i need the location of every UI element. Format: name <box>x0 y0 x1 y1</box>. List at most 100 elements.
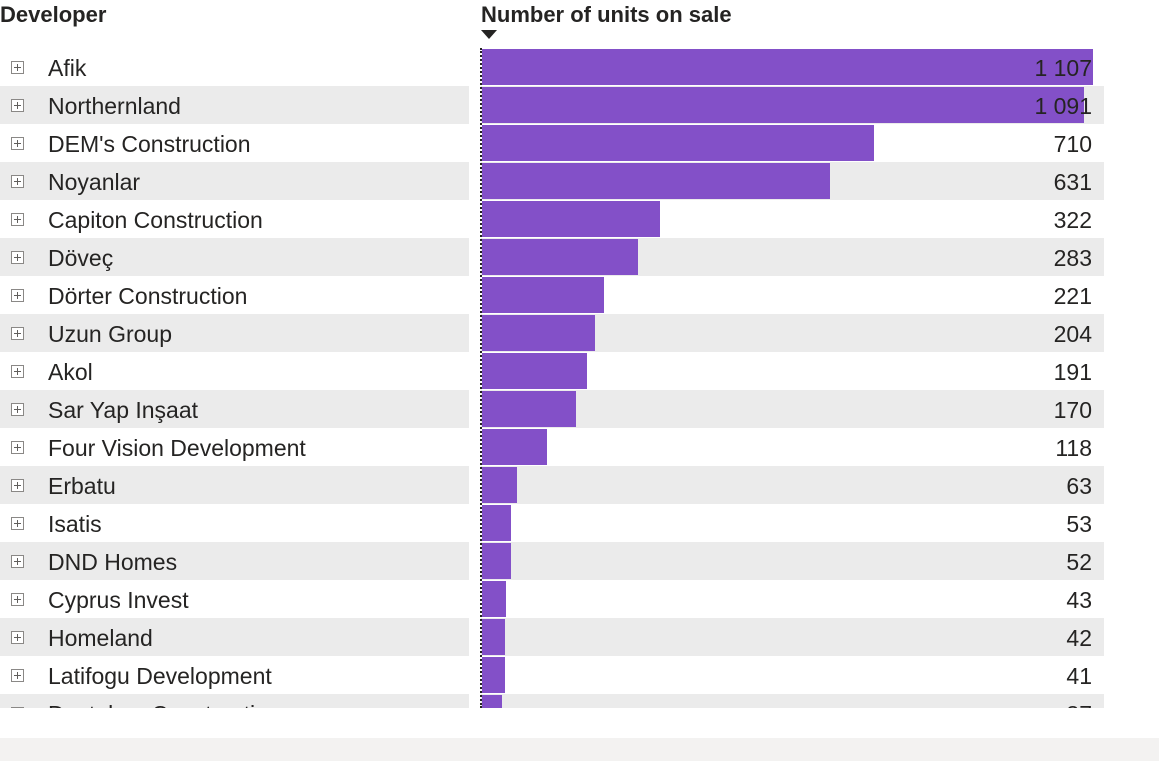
expand-plus-icon[interactable] <box>11 61 24 74</box>
developer-name: Latifogu Development <box>48 663 272 689</box>
data-bar <box>482 163 830 199</box>
expand-plus-icon[interactable] <box>11 593 24 606</box>
table-row[interactable]: Noyanlar 631 <box>0 162 1104 200</box>
table-scroll-area[interactable] <box>1104 48 1159 708</box>
table-body: Afik 1 107 Northernland 1 091 DEM's Construc… <box>0 48 1104 708</box>
row-background <box>481 580 1104 618</box>
table-row[interactable]: Sar Yap Inşaat 170 <box>0 390 1104 428</box>
expand-plus-icon[interactable] <box>11 251 24 264</box>
units-value: 631 <box>1053 169 1092 195</box>
table-header: Developer Number of units on sale <box>0 0 1159 39</box>
expand-plus-icon[interactable] <box>11 517 24 530</box>
expand-plus-icon[interactable] <box>11 137 24 150</box>
table-row[interactable]: Capiton Construction 322 <box>0 200 1104 238</box>
units-value: 710 <box>1053 131 1092 157</box>
row-background <box>481 504 1104 542</box>
table-row[interactable]: Döveç 283 <box>0 238 1104 276</box>
row-background <box>481 428 1104 466</box>
sort-descending-icon[interactable] <box>481 30 497 39</box>
data-bar <box>482 239 638 275</box>
developer-name: Sar Yap Inşaat <box>48 397 199 423</box>
table-row[interactable]: Akol 191 <box>0 352 1104 390</box>
data-bar <box>482 505 511 541</box>
units-value: 1 091 <box>1034 93 1092 119</box>
developer-name: Noyanlar <box>48 169 141 195</box>
expand-plus-icon[interactable] <box>11 213 24 226</box>
units-value: 63 <box>1066 473 1092 499</box>
table-row[interactable]: Afik 1 107 <box>0 48 1104 86</box>
table-row[interactable]: DND Homes 52 <box>0 542 1104 580</box>
row-background <box>481 390 1104 428</box>
row-background <box>0 162 469 200</box>
data-bar <box>482 695 502 708</box>
report-canvas-footer <box>0 738 1159 761</box>
table-row[interactable]: Isatis 53 <box>0 504 1104 542</box>
row-background <box>481 656 1104 694</box>
units-value: 37 <box>1066 701 1092 708</box>
units-value: 41 <box>1066 663 1092 689</box>
expand-plus-icon[interactable] <box>11 707 24 708</box>
developer-name: Capiton Construction <box>48 207 263 233</box>
developer-name: DND Homes <box>48 549 178 575</box>
expand-plus-icon[interactable] <box>11 555 24 568</box>
expand-plus-icon[interactable] <box>11 441 24 454</box>
table-row[interactable]: Dörter Construction 221 <box>0 276 1104 314</box>
data-bar <box>482 467 517 503</box>
row-background <box>481 542 1104 580</box>
developer-name: Cyprus Invest <box>48 587 189 613</box>
developer-name: DEM's Construction <box>48 131 251 157</box>
row-background <box>0 314 469 352</box>
table-row[interactable]: Latifogu Development 41 <box>0 656 1104 694</box>
units-on-sale-column-header[interactable]: Number of units on sale <box>481 2 732 27</box>
data-bar <box>482 619 505 655</box>
table-row[interactable]: Homeland 42 <box>0 618 1104 656</box>
developer-name: Isatis <box>48 511 102 537</box>
data-bar <box>482 49 1093 85</box>
expand-plus-icon[interactable] <box>11 631 24 644</box>
units-value: 43 <box>1066 587 1092 613</box>
expand-plus-icon[interactable] <box>11 365 24 378</box>
table-row[interactable]: Four Vision Development 118 <box>0 428 1104 466</box>
units-value: 204 <box>1053 321 1092 347</box>
expand-plus-icon[interactable] <box>11 669 24 682</box>
units-value: 170 <box>1053 397 1092 423</box>
developer-name: Akol <box>48 359 93 385</box>
units-value: 52 <box>1066 549 1092 575</box>
row-background <box>481 694 1104 708</box>
data-bar <box>482 581 506 617</box>
expand-plus-icon[interactable] <box>11 327 24 340</box>
row-background <box>481 618 1104 656</box>
expand-plus-icon[interactable] <box>11 403 24 416</box>
developer-name: Erbatu <box>48 473 116 499</box>
table-row[interactable]: DEM's Construction 710 <box>0 124 1104 162</box>
data-bar <box>482 429 547 465</box>
expand-plus-icon[interactable] <box>11 479 24 492</box>
table-row[interactable]: Uzun Group 204 <box>0 314 1104 352</box>
table-row[interactable]: Dostukan Construction 37 <box>0 694 1104 708</box>
units-value: 1 107 <box>1034 55 1092 81</box>
row-background <box>0 466 469 504</box>
units-value: 221 <box>1053 283 1092 309</box>
units-value: 42 <box>1066 625 1092 651</box>
developer-name: Dörter Construction <box>48 283 248 309</box>
table-row[interactable]: Erbatu 63 <box>0 466 1104 504</box>
row-background <box>0 618 469 656</box>
developer-column-header[interactable]: Developer <box>0 2 107 27</box>
developer-name: Four Vision Development <box>48 435 306 461</box>
bar-axis-line <box>480 48 482 708</box>
data-bar <box>482 315 595 351</box>
units-value: 283 <box>1053 245 1092 271</box>
data-bar <box>482 125 874 161</box>
row-background <box>0 238 469 276</box>
table-row[interactable]: Cyprus Invest 43 <box>0 580 1104 618</box>
data-bar <box>482 277 604 313</box>
table-row[interactable]: Northernland 1 091 <box>0 86 1104 124</box>
data-bar <box>482 201 660 237</box>
expand-plus-icon[interactable] <box>11 175 24 188</box>
units-value: 118 <box>1055 435 1092 461</box>
expand-plus-icon[interactable] <box>11 289 24 302</box>
units-value: 191 <box>1053 359 1092 385</box>
developer-name: Uzun Group <box>48 321 173 347</box>
row-background <box>0 390 469 428</box>
expand-plus-icon[interactable] <box>11 99 24 112</box>
